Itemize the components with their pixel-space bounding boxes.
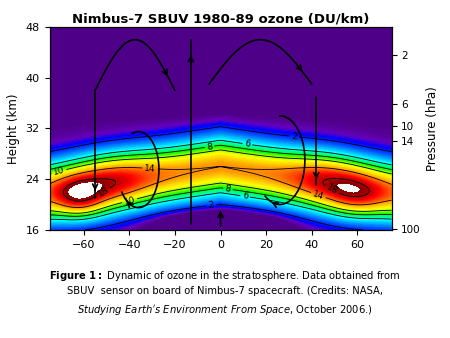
Text: 14: 14 xyxy=(144,164,156,173)
Text: 10: 10 xyxy=(123,195,136,207)
Text: 6: 6 xyxy=(244,139,251,149)
Text: SBUV  sensor on board of Nimbus-7 spacecraft. (Credits: NASA,: SBUV sensor on board of Nimbus-7 spacecr… xyxy=(67,286,383,296)
Text: 18: 18 xyxy=(324,183,339,196)
Y-axis label: Pressure (hPa): Pressure (hPa) xyxy=(427,86,439,171)
Text: $\it{Studying\ Earth's\ Environment\ From\ Space}$, October 2006.): $\it{Studying\ Earth's\ Environment\ Fro… xyxy=(77,303,373,316)
Text: 10: 10 xyxy=(52,166,66,177)
Text: 18: 18 xyxy=(96,185,111,199)
Text: 2: 2 xyxy=(291,132,297,141)
Text: $\bf{Figure\ 1:}$ Dynamic of ozone in the stratosphere. Data obtained from: $\bf{Figure\ 1:}$ Dynamic of ozone in th… xyxy=(49,269,401,283)
Text: 6: 6 xyxy=(242,191,248,201)
Text: 8: 8 xyxy=(225,184,231,194)
Y-axis label: Height (km): Height (km) xyxy=(7,93,20,164)
Text: 14: 14 xyxy=(311,189,325,201)
Title: Nimbus-7 SBUV 1980-89 ozone (DU/km): Nimbus-7 SBUV 1980-89 ozone (DU/km) xyxy=(72,13,369,26)
Text: 2: 2 xyxy=(208,201,215,210)
Text: 8: 8 xyxy=(206,142,213,152)
